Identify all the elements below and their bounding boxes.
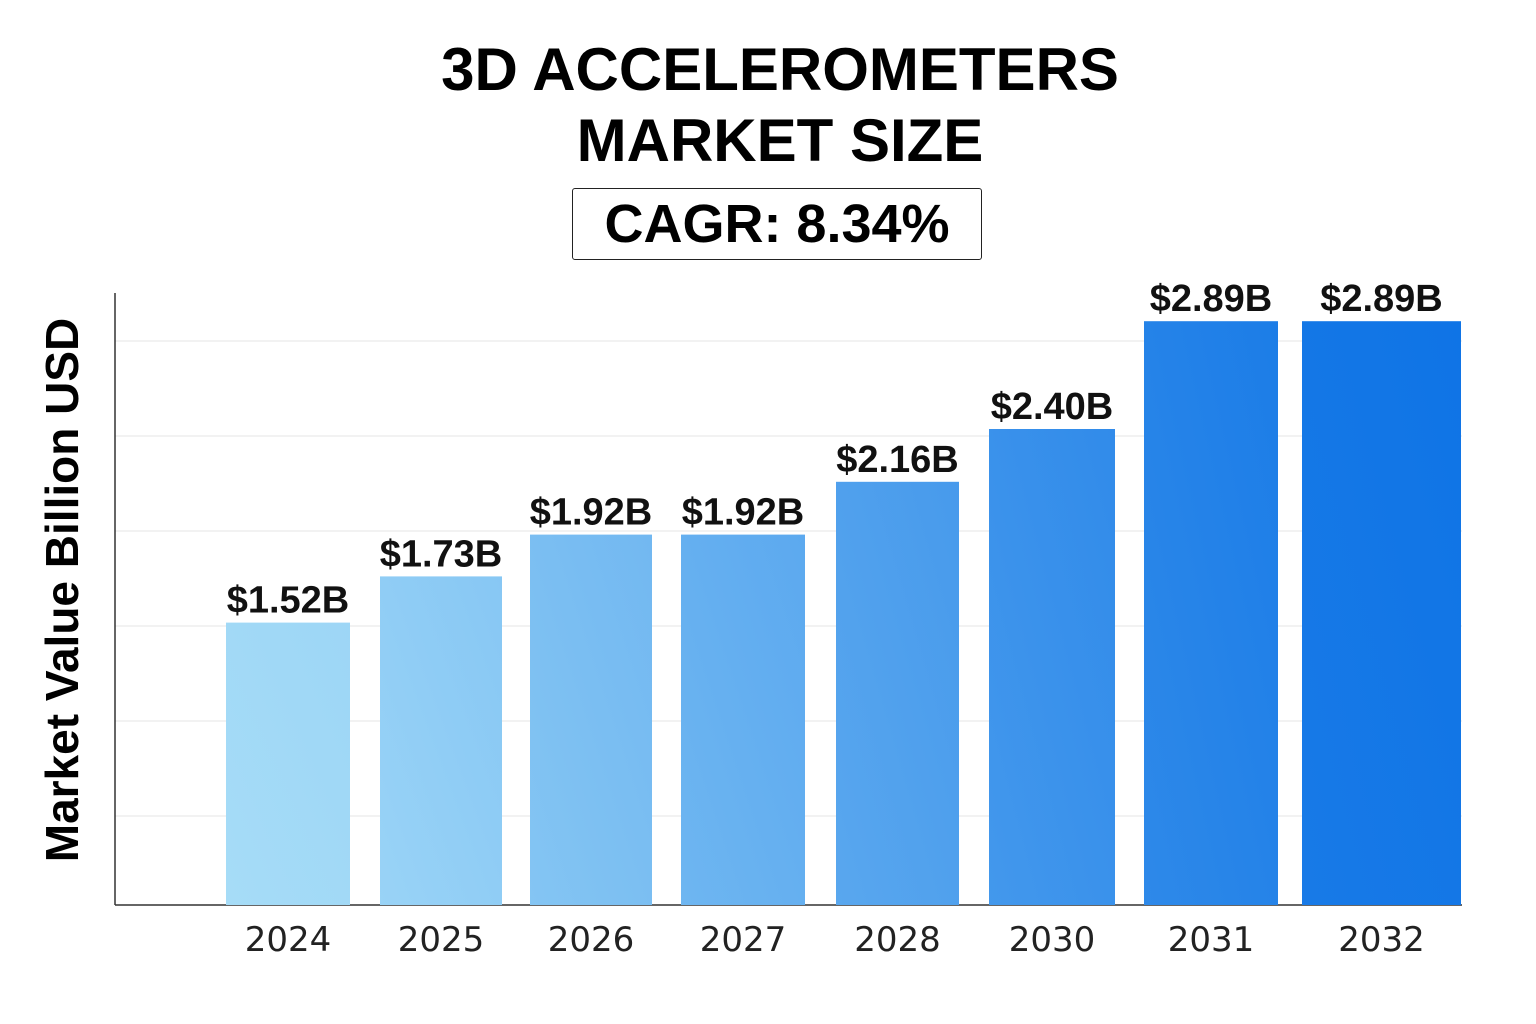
cagr-badge: CAGR: 8.34% [572, 188, 982, 260]
x-tick-label-2026: 2026 [548, 920, 635, 960]
x-tick-label-2024: 2024 [245, 920, 332, 960]
value-label-2026: $1.92B [530, 492, 653, 534]
x-tick-label-2032: 2032 [1338, 920, 1425, 960]
bar-2031 [1144, 321, 1278, 905]
bar-2032 [1302, 321, 1461, 905]
bar-2024 [226, 622, 350, 905]
bar-2028 [836, 481, 959, 905]
value-label-2032: $2.89B [1320, 278, 1443, 320]
bar-2030 [989, 429, 1115, 905]
value-label-2024: $1.52B [227, 580, 350, 622]
x-tick-label-2025: 2025 [398, 920, 485, 960]
chart-title-line-2: MARKET SIZE [576, 107, 984, 174]
bar-2027 [681, 534, 805, 905]
value-label-2025: $1.73B [380, 533, 503, 575]
value-label-2028: $2.16B [836, 439, 959, 481]
x-tick-label-2030: 2030 [1009, 920, 1096, 960]
x-tick-label-2031: 2031 [1168, 920, 1255, 960]
value-label-2027: $1.92B [682, 492, 805, 534]
x-tick-label-2027: 2027 [700, 920, 787, 960]
value-label-2030: $2.40B [991, 386, 1114, 428]
chart-title-line-1: 3D ACCELEROMETERS [441, 36, 1119, 103]
bar-2025 [380, 576, 502, 905]
x-tick-label-2028: 2028 [854, 920, 941, 960]
value-label-2031: $2.89B [1150, 278, 1273, 320]
bar-2026 [530, 534, 652, 905]
